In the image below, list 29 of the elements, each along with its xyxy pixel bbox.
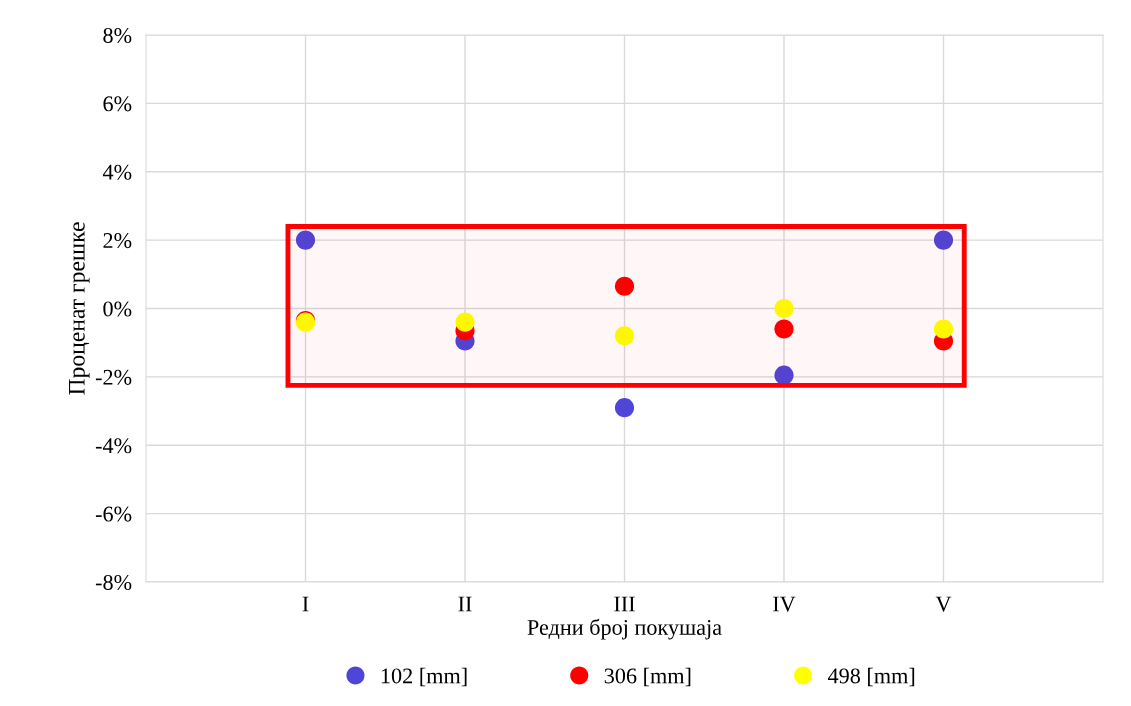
- y-tick-label: 0%: [103, 301, 132, 317]
- point: [455, 312, 475, 332]
- point: [295, 230, 316, 250]
- point: [774, 319, 794, 339]
- legend-label: 498 [mm]: [827, 667, 915, 687]
- x-axis-title: Редни број покушаја: [527, 618, 722, 640]
- point: [614, 276, 635, 296]
- y-tick-label: 4%: [102, 164, 132, 180]
- y-axis-title: Проценат грешке: [69, 222, 90, 395]
- y-tick-label: -2%: [95, 369, 132, 385]
- point: [614, 398, 635, 418]
- x-tick-label: IV: [773, 596, 796, 612]
- point: [774, 365, 794, 385]
- y-tick-label: -4%: [95, 438, 132, 454]
- x-tick-label: V: [935, 596, 952, 612]
- legend-label: 306 [mm]: [604, 667, 691, 687]
- x-tick-label: II: [458, 596, 472, 612]
- point: [933, 230, 954, 250]
- x-tick-label: III: [614, 596, 635, 612]
- point: [774, 298, 794, 319]
- x-tick-label: I: [302, 596, 309, 612]
- legend-label: 102 [mm]: [381, 667, 467, 687]
- point: [933, 319, 954, 339]
- y-tick-label: 6%: [103, 96, 132, 112]
- y-tick-label: 8%: [103, 27, 132, 43]
- point: [614, 326, 635, 346]
- y-tick-label: 2%: [103, 233, 132, 249]
- y-tick-label: -8%: [95, 574, 132, 590]
- y-tick-label: -6%: [95, 506, 132, 522]
